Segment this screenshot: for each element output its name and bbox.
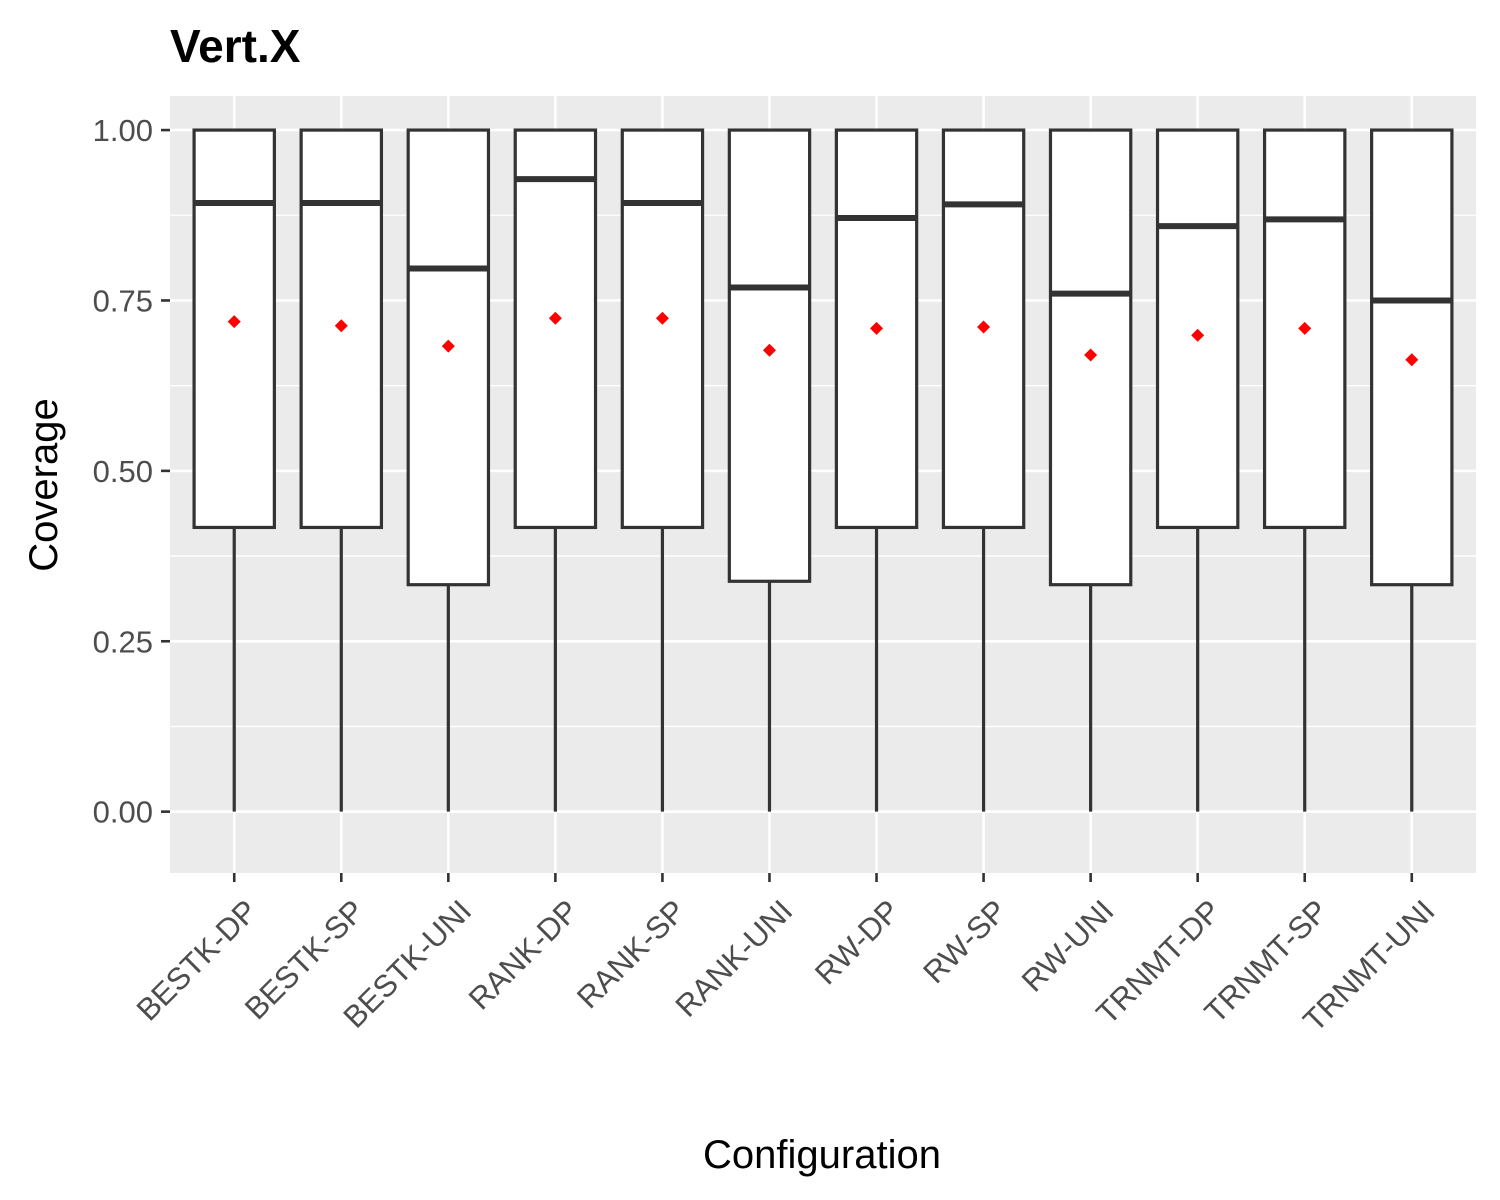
mean-point (441, 339, 455, 353)
boxes-group (192, 128, 1454, 812)
y-tick-label: 0.50 (93, 454, 153, 489)
x-axis-title: Configuration (703, 1133, 941, 1177)
x-tick-label: RW-DP (808, 893, 906, 991)
plot-panel (170, 96, 1476, 873)
box-RW-UNI (1048, 128, 1133, 812)
mean-point (762, 343, 776, 357)
y-tick-label: 0.25 (93, 624, 153, 659)
y-axis-title: Coverage (22, 398, 66, 571)
box-RANK-SP (620, 128, 705, 812)
x-tick-label: RW-SP (916, 893, 1013, 990)
mean-point (870, 321, 884, 335)
mean-point (977, 320, 991, 334)
box-BESTK-SP (299, 128, 384, 812)
y-tick-label: 0.75 (93, 283, 153, 318)
y-axis: 0.00 0.25 0.50 0.75 1.00 (93, 113, 170, 830)
mean-point (1405, 353, 1419, 367)
box-RW-DP (834, 128, 919, 812)
mean-point (227, 315, 241, 329)
box-iqr (192, 128, 276, 530)
box-TRNMT-DP (1155, 128, 1240, 812)
mean-point (334, 319, 348, 333)
box-RW-SP (941, 128, 1026, 812)
y-tick-label: 1.00 (93, 113, 153, 148)
mean-point (1191, 328, 1205, 342)
mean-point (548, 311, 562, 325)
box-BESTK-DP (192, 128, 276, 812)
x-tick-label: RANK-UNI (669, 893, 800, 1024)
y-tick-label: 0.00 (93, 795, 153, 830)
box-RANK-UNI (727, 128, 812, 812)
box-RANK-DP (513, 128, 598, 812)
box-TRNMT-UNI (1370, 128, 1454, 812)
minor-gridlines (170, 214, 1476, 728)
x-tick-label: RW-UNI (1015, 893, 1121, 999)
mean-point (655, 311, 669, 325)
box-TRNMT-SP (1262, 128, 1347, 812)
mean-point (1298, 321, 1312, 335)
x-axis: BESTK-DPBESTK-SPBESTK-UNIRANK-DPRANK-SPR… (130, 873, 1442, 1038)
box-BESTK-UNI (406, 128, 491, 812)
mean-point (1084, 348, 1098, 362)
chart-title: Vert.X (170, 20, 301, 72)
x-tick-label: RANK-DP (462, 893, 585, 1016)
box-iqr (620, 128, 705, 530)
box-iqr (513, 128, 598, 530)
box-iqr (406, 128, 491, 587)
